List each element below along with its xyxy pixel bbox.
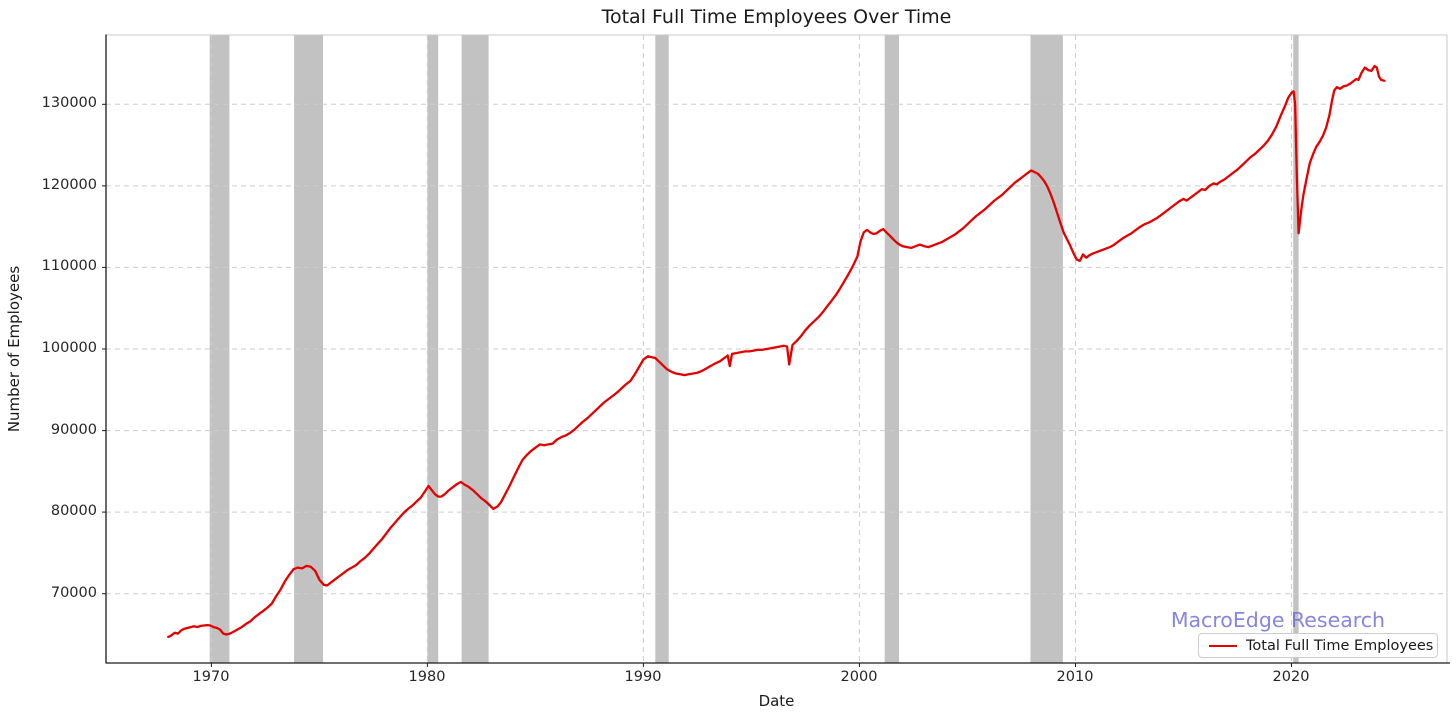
y-tick-label: 90000	[50, 422, 97, 438]
x-tick-label: 1990	[624, 669, 662, 685]
recession-band	[209, 35, 230, 663]
recession-band	[655, 35, 669, 663]
y-tick-label: 100000	[41, 340, 97, 356]
y-tick-label: 70000	[50, 585, 97, 601]
x-tick-label: 2020	[1272, 669, 1310, 685]
y-tick-label: 130000	[41, 95, 97, 111]
x-tick-label: 2010	[1056, 669, 1094, 685]
y-tick-label: 80000	[50, 503, 97, 519]
chart-title: Total Full Time Employees Over Time	[601, 6, 952, 28]
y-tick-label: 110000	[41, 258, 97, 274]
x-tick-label: 1980	[408, 669, 446, 685]
legend-line-sample	[1209, 644, 1237, 647]
x-axis-label: Date	[758, 692, 795, 710]
employees-line	[167, 64, 1386, 639]
watermark: MacroEdge Research	[1170, 608, 1385, 632]
y-tick-label: 120000	[41, 177, 97, 193]
legend-label: Total Full Time Employees	[1246, 637, 1434, 654]
legend: Total Full Time Employees	[1198, 633, 1438, 658]
x-tick-label: 2000	[840, 669, 878, 685]
x-tick-label: 1970	[192, 669, 230, 685]
